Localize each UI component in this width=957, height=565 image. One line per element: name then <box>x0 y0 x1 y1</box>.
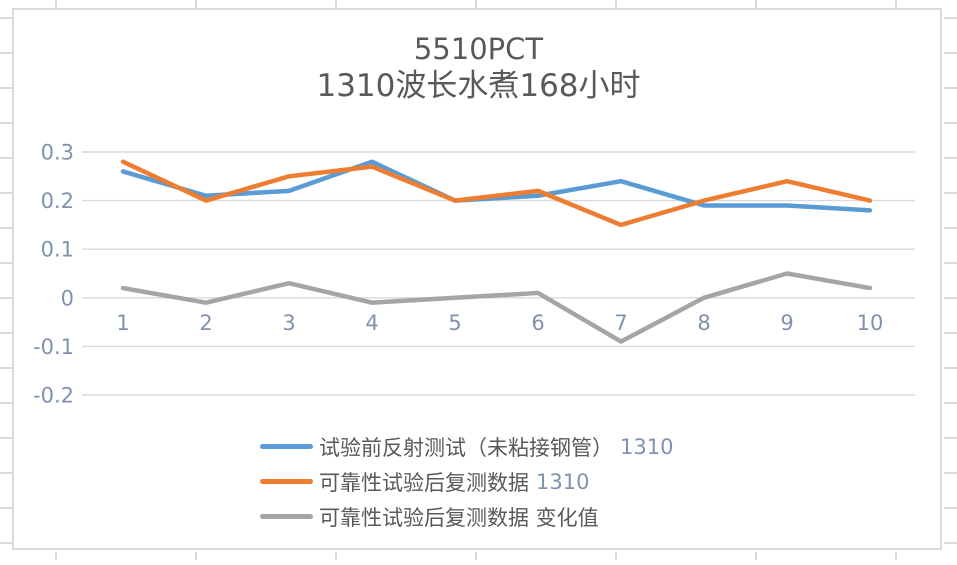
series2-line-swatch <box>260 479 313 484</box>
grid-stub <box>944 52 957 54</box>
grid-stub <box>895 0 897 8</box>
grid-stub <box>475 0 477 8</box>
grid-stub <box>944 542 957 544</box>
x-axis-tick-label: 3 <box>282 311 295 335</box>
grid-stub <box>0 122 12 124</box>
grid-stub <box>895 552 897 560</box>
grid-stub <box>335 552 337 560</box>
y-axis-tick-label: -0.1 <box>33 335 74 359</box>
x-axis-tick-label: 10 <box>857 311 884 335</box>
grid-stub <box>944 227 957 229</box>
grid-stub <box>755 0 757 8</box>
series-line-3 <box>120 271 873 344</box>
x-axis-tick-label: 4 <box>365 311 378 335</box>
grid-stub <box>0 437 12 439</box>
legend-item-series1: 试验前反射测试（未粘接钢管） 1310 <box>260 429 673 464</box>
grid-stub <box>944 192 957 194</box>
x-axis-tick-label: 1 <box>116 311 129 335</box>
grid-stub <box>0 227 12 229</box>
grid-stub <box>0 472 12 474</box>
y-axis-tick-label: -0.2 <box>33 384 74 408</box>
grid-stub <box>944 297 957 299</box>
grid-stub <box>0 332 12 334</box>
y-axis-tick-label: 0 <box>61 286 74 310</box>
grid-stub <box>615 0 617 8</box>
grid-stub <box>0 87 12 89</box>
grid-stub <box>755 552 757 560</box>
grid-stub <box>615 552 617 560</box>
grid-stub <box>55 0 57 8</box>
series-line-2 <box>120 159 873 228</box>
grid-stub <box>944 157 957 159</box>
grid-stub <box>0 367 12 369</box>
x-axis-tick-label: 9 <box>780 311 793 335</box>
grid-stub <box>944 367 957 369</box>
grid-stub <box>55 552 57 560</box>
grid-stub <box>0 542 12 544</box>
grid-stub <box>335 0 337 8</box>
grid-stub <box>944 87 957 89</box>
grid-stub <box>0 157 12 159</box>
grid-stub <box>944 472 957 474</box>
x-axis-tick-label: 2 <box>199 311 212 335</box>
y-axis-tick-label: 0.2 <box>41 189 74 213</box>
grid-stub <box>944 507 957 509</box>
series-line-1 <box>120 159 873 213</box>
grid-stub <box>944 262 957 264</box>
grid-stub <box>0 297 12 299</box>
x-axis-tick-label: 8 <box>697 311 710 335</box>
grid-stub <box>944 122 957 124</box>
chart-frame[interactable] <box>12 8 942 550</box>
legend-item-series3: 可靠性试验后复测数据 变化值 <box>260 499 673 534</box>
grid-stub <box>944 437 957 439</box>
legend: 试验前反射测试（未粘接钢管） 1310 可靠性试验后复测数据 1310 可靠性试… <box>260 429 673 534</box>
series1-label: 试验前反射测试（未粘接钢管） <box>319 435 613 460</box>
grid-stub <box>0 507 12 509</box>
grid-stub <box>0 17 12 19</box>
grid-stub <box>0 192 12 194</box>
y-axis-tick-label: 0.3 <box>41 141 74 165</box>
grid-stub <box>195 0 197 8</box>
x-axis-tick-label: 7 <box>614 311 627 335</box>
grid-stub <box>475 552 477 560</box>
series2-label: 可靠性试验后复测数据 <box>319 470 529 495</box>
x-axis-tick-label: 6 <box>531 311 544 335</box>
grid-stub <box>195 552 197 560</box>
legend-item-series2: 可靠性试验后复测数据 1310 <box>260 464 673 499</box>
series1-line-swatch <box>260 444 313 449</box>
series3-line-swatch <box>260 514 313 519</box>
series2-label-number: 1310 <box>536 469 590 494</box>
grid-stub <box>944 17 957 19</box>
grid-stub <box>944 402 957 404</box>
grid-stub <box>0 52 12 54</box>
series3-label: 可靠性试验后复测数据 变化值 <box>319 505 599 530</box>
grid-stub <box>0 402 12 404</box>
grid-stub <box>0 262 12 264</box>
grid-stub <box>944 332 957 334</box>
y-axis-tick-label: 0.1 <box>41 238 74 262</box>
x-axis-tick-label: 5 <box>448 311 461 335</box>
series1-label-number: 1310 <box>620 434 674 459</box>
